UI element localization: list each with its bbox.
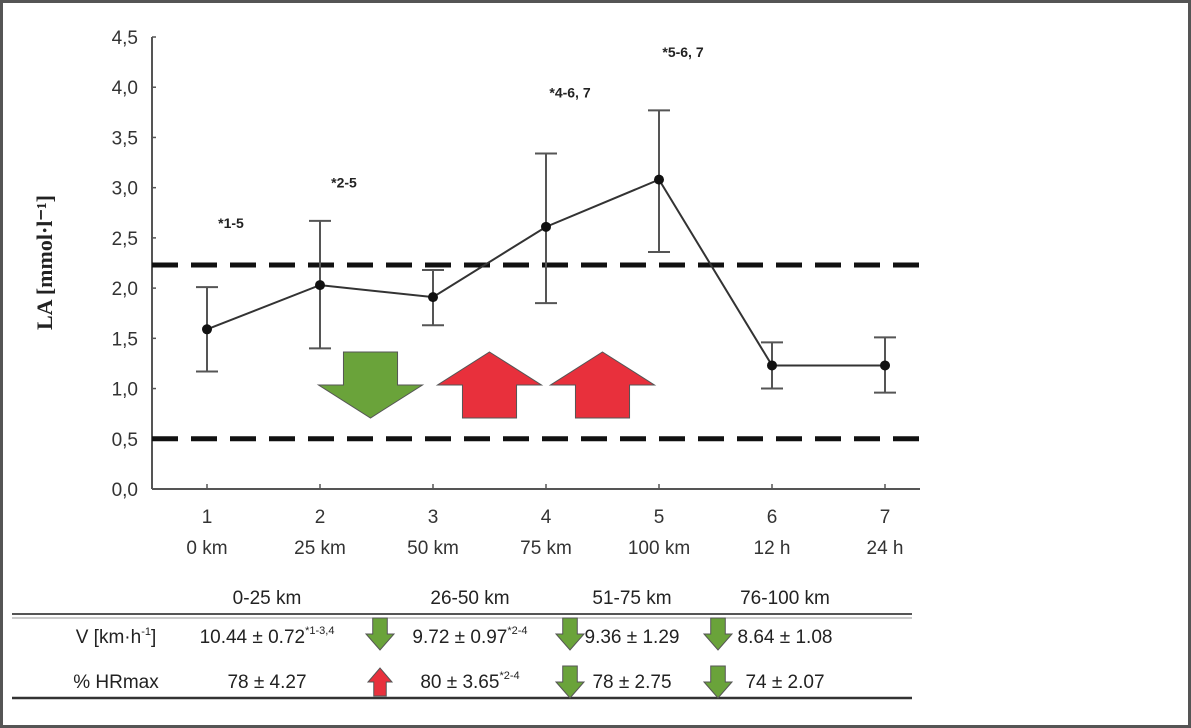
x-tick-label: 4 xyxy=(541,507,552,528)
y-tick-label: 4,0 xyxy=(112,78,138,99)
x-tick-label: 3 xyxy=(428,507,439,528)
y-tick-label: 3,0 xyxy=(112,179,138,200)
y-tick-label: 3,5 xyxy=(112,128,138,149)
table-row-label: % HRmax xyxy=(73,672,159,693)
data-point xyxy=(654,174,664,185)
table-column-header: 76-100 km xyxy=(740,588,830,609)
y-tick-label: 4,5 xyxy=(112,28,138,49)
x-tick-sublabel: 100 km xyxy=(628,538,690,559)
table-cell: 10.44 ± 0.72*1-3,4 xyxy=(200,625,335,648)
data-point xyxy=(315,280,325,291)
table-column-header: 26-50 km xyxy=(430,588,509,609)
x-tick-label: 7 xyxy=(880,507,891,528)
x-tick-sublabel: 0 km xyxy=(186,538,227,559)
significance-annotation: *2-5 xyxy=(331,175,357,191)
y-tick-label: 1,0 xyxy=(112,380,138,401)
y-axis-label: LA [mmol·l⁻¹] xyxy=(32,195,57,330)
table-cell: 9.36 ± 1.29 xyxy=(585,627,680,648)
arrow-up-icon xyxy=(435,351,544,419)
data-point xyxy=(428,292,438,303)
significance-annotation: *4-6, 7 xyxy=(549,84,590,100)
y-tick-label: 0,5 xyxy=(112,430,138,451)
arrow-up-icon xyxy=(366,667,394,697)
table-cell: 9.72 ± 0.97*2-4 xyxy=(412,625,527,648)
x-tick-label: 1 xyxy=(202,507,213,528)
x-tick-sublabel: 24 h xyxy=(867,538,904,559)
x-tick-label: 6 xyxy=(767,507,778,528)
y-tick-label: 0,0 xyxy=(112,480,138,501)
x-tick-sublabel: 50 km xyxy=(407,538,459,559)
x-tick-sublabel: 75 km xyxy=(520,538,572,559)
y-tick-label: 2,0 xyxy=(112,279,138,300)
arrow-down-icon xyxy=(364,617,396,651)
arrow-down-icon xyxy=(702,665,734,699)
y-tick-label: 1,5 xyxy=(112,329,138,350)
table-cell: 78 ± 4.27 xyxy=(227,672,306,693)
table-cell: 80 ± 3.65*2-4 xyxy=(420,670,519,693)
x-tick-label: 2 xyxy=(315,507,326,528)
x-tick-sublabel: 25 km xyxy=(294,538,346,559)
table-row-label: V [km·h-1] xyxy=(76,626,157,648)
table-column-header: 0-25 km xyxy=(233,588,302,609)
arrow-up-icon xyxy=(548,351,657,419)
arrow-down-icon xyxy=(702,617,734,651)
x-tick-label: 5 xyxy=(654,507,665,528)
arrow-down-icon xyxy=(554,617,586,651)
data-point xyxy=(541,221,551,232)
table-column-header: 51-75 km xyxy=(592,588,671,609)
significance-annotation: *5-6, 7 xyxy=(662,44,703,60)
x-tick-sublabel: 12 h xyxy=(754,538,791,559)
data-point xyxy=(880,360,890,371)
data-point xyxy=(767,360,777,371)
arrow-down-icon xyxy=(316,351,425,419)
y-tick-label: 2,5 xyxy=(112,229,138,250)
table-cell: 78 ± 2.75 xyxy=(592,672,671,693)
table-cell: 74 ± 2.07 xyxy=(745,672,824,693)
significance-annotation: *1-5 xyxy=(218,215,244,231)
data-point xyxy=(202,324,212,335)
arrow-down-icon xyxy=(554,665,586,699)
table-cell: 8.64 ± 1.08 xyxy=(738,627,833,648)
